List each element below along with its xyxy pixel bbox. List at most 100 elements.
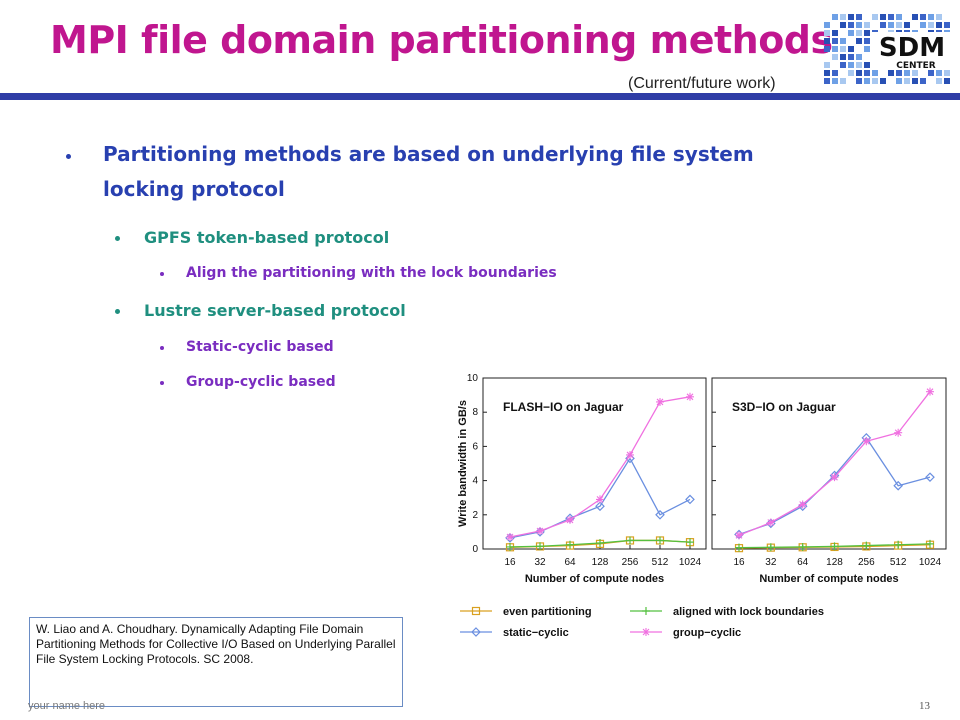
logo-grid-cell — [840, 78, 846, 84]
bullet-main-line1: Partitioning methods are based on underl… — [103, 142, 754, 166]
logo-grid-cell — [824, 46, 830, 52]
data-point — [797, 501, 808, 512]
data-point — [734, 544, 744, 553]
logo-grid-cell — [840, 22, 846, 28]
x-tick-label: 1024 — [679, 557, 702, 568]
logo-grid-cell — [936, 14, 942, 20]
bullet-dot — [160, 381, 164, 385]
data-point — [655, 509, 665, 520]
logo-grid-cell — [848, 70, 854, 76]
data-point — [596, 495, 604, 504]
logo-grid-cell — [936, 22, 942, 28]
slide-title: MPI file domain partitioning methods — [50, 18, 833, 62]
data-point — [505, 543, 515, 552]
logo-grid-cell — [912, 78, 918, 84]
x-tick-label: 256 — [622, 557, 639, 568]
data-point — [565, 541, 575, 550]
logo-grid-cell — [848, 54, 854, 60]
logo-grid-cell — [920, 22, 926, 28]
logo-grid-cell — [856, 38, 862, 44]
bullet-dot — [160, 346, 164, 350]
series-line — [509, 457, 691, 539]
reference-box: W. Liao and A. Choudhary. Dynamically Ad… — [29, 617, 403, 707]
sdm-center-logo: SDM CENTER — [824, 14, 954, 84]
data-point — [829, 470, 840, 481]
logo-grid-cell — [832, 46, 838, 52]
plot-frame — [482, 377, 707, 550]
series-line — [738, 544, 931, 549]
data-point — [686, 392, 694, 401]
data-point — [830, 473, 839, 482]
data-point — [596, 539, 604, 548]
logo-grid-cell — [856, 78, 862, 84]
chart-legend: even partitioning aligned with lock bound… — [460, 606, 824, 639]
logo-grid-cell — [840, 46, 846, 52]
logo-grid-cell — [824, 22, 830, 28]
logo-grid-cell — [936, 78, 942, 84]
logo-grid-cell — [872, 78, 878, 84]
logo-grid-cell — [888, 14, 894, 20]
logo-grid-cell — [872, 70, 878, 76]
series-asterisk — [735, 387, 934, 540]
data-point — [862, 542, 871, 551]
logo-grid-cell — [848, 22, 854, 28]
data-point — [830, 542, 839, 551]
chart-title: FLASH−IO on Jaguar — [503, 400, 624, 414]
logo-grid-cell — [896, 22, 902, 28]
series-plus — [506, 536, 694, 551]
logo-grid-cell — [832, 54, 838, 60]
logo-grid-cell — [856, 70, 862, 76]
logo-grid-cell — [832, 70, 838, 76]
x-tick-label: 16 — [504, 557, 516, 568]
y-tick-label: 4 — [472, 476, 478, 487]
logo-grid-cell — [840, 38, 846, 44]
logo-grid-cell — [856, 30, 862, 36]
data-point — [925, 540, 935, 549]
bullet-dot — [115, 309, 120, 314]
logo-grid-cell — [904, 22, 910, 28]
data-point — [893, 480, 904, 491]
x-tick-label: 128 — [592, 557, 609, 568]
logo-grid-cell — [880, 14, 886, 20]
logo-grid-cell — [888, 70, 894, 76]
logo-grid-cell — [824, 38, 830, 44]
series-line — [738, 543, 931, 549]
data-point — [686, 538, 694, 547]
bullet-lustre: Lustre server-based protocol — [144, 301, 406, 320]
y-axis-label: Write bandwidth in GB/s — [457, 400, 469, 527]
logo-grid-cell — [848, 30, 854, 36]
logo-grid-cell — [840, 62, 846, 68]
data-point — [642, 628, 650, 636]
legend-label: static−cyclic — [503, 627, 569, 639]
data-point — [830, 542, 839, 552]
data-point — [506, 542, 514, 551]
data-point — [685, 494, 695, 505]
logo-grid-cell — [856, 54, 862, 60]
logo-grid-cell — [872, 14, 878, 20]
data-point — [536, 527, 544, 536]
logo-grid-cell — [864, 46, 870, 52]
data-point — [626, 450, 634, 459]
logo-grid-cell — [928, 14, 934, 20]
logo-grid-cell — [848, 62, 854, 68]
logo-grid-cell — [912, 14, 918, 20]
data-point — [765, 518, 776, 529]
legend-label: group−cyclic — [673, 627, 741, 639]
bullet-main-line2: locking protocol — [103, 177, 285, 201]
series-line — [509, 396, 691, 538]
chart-panel-2: 16 32 64 128 256 512 1024 S3D−IO on Jaguar Numbe… — [711, 377, 947, 585]
series-line — [509, 539, 691, 548]
logo-grid-cell — [944, 70, 950, 76]
data-point — [655, 536, 665, 545]
logo-grid-cell — [896, 78, 902, 84]
bullet-lustre-sub1: Static-cyclic based — [186, 339, 334, 355]
bullet-dot — [115, 236, 120, 241]
x-tick-label: 256 — [858, 557, 875, 568]
data-point — [535, 527, 545, 537]
logo-grid-cell — [880, 22, 886, 28]
logo-grid-cell — [944, 22, 950, 28]
data-point — [862, 541, 871, 550]
bullet-dot — [66, 154, 71, 159]
data-point — [625, 536, 635, 545]
logo-grid-cell — [896, 14, 902, 20]
